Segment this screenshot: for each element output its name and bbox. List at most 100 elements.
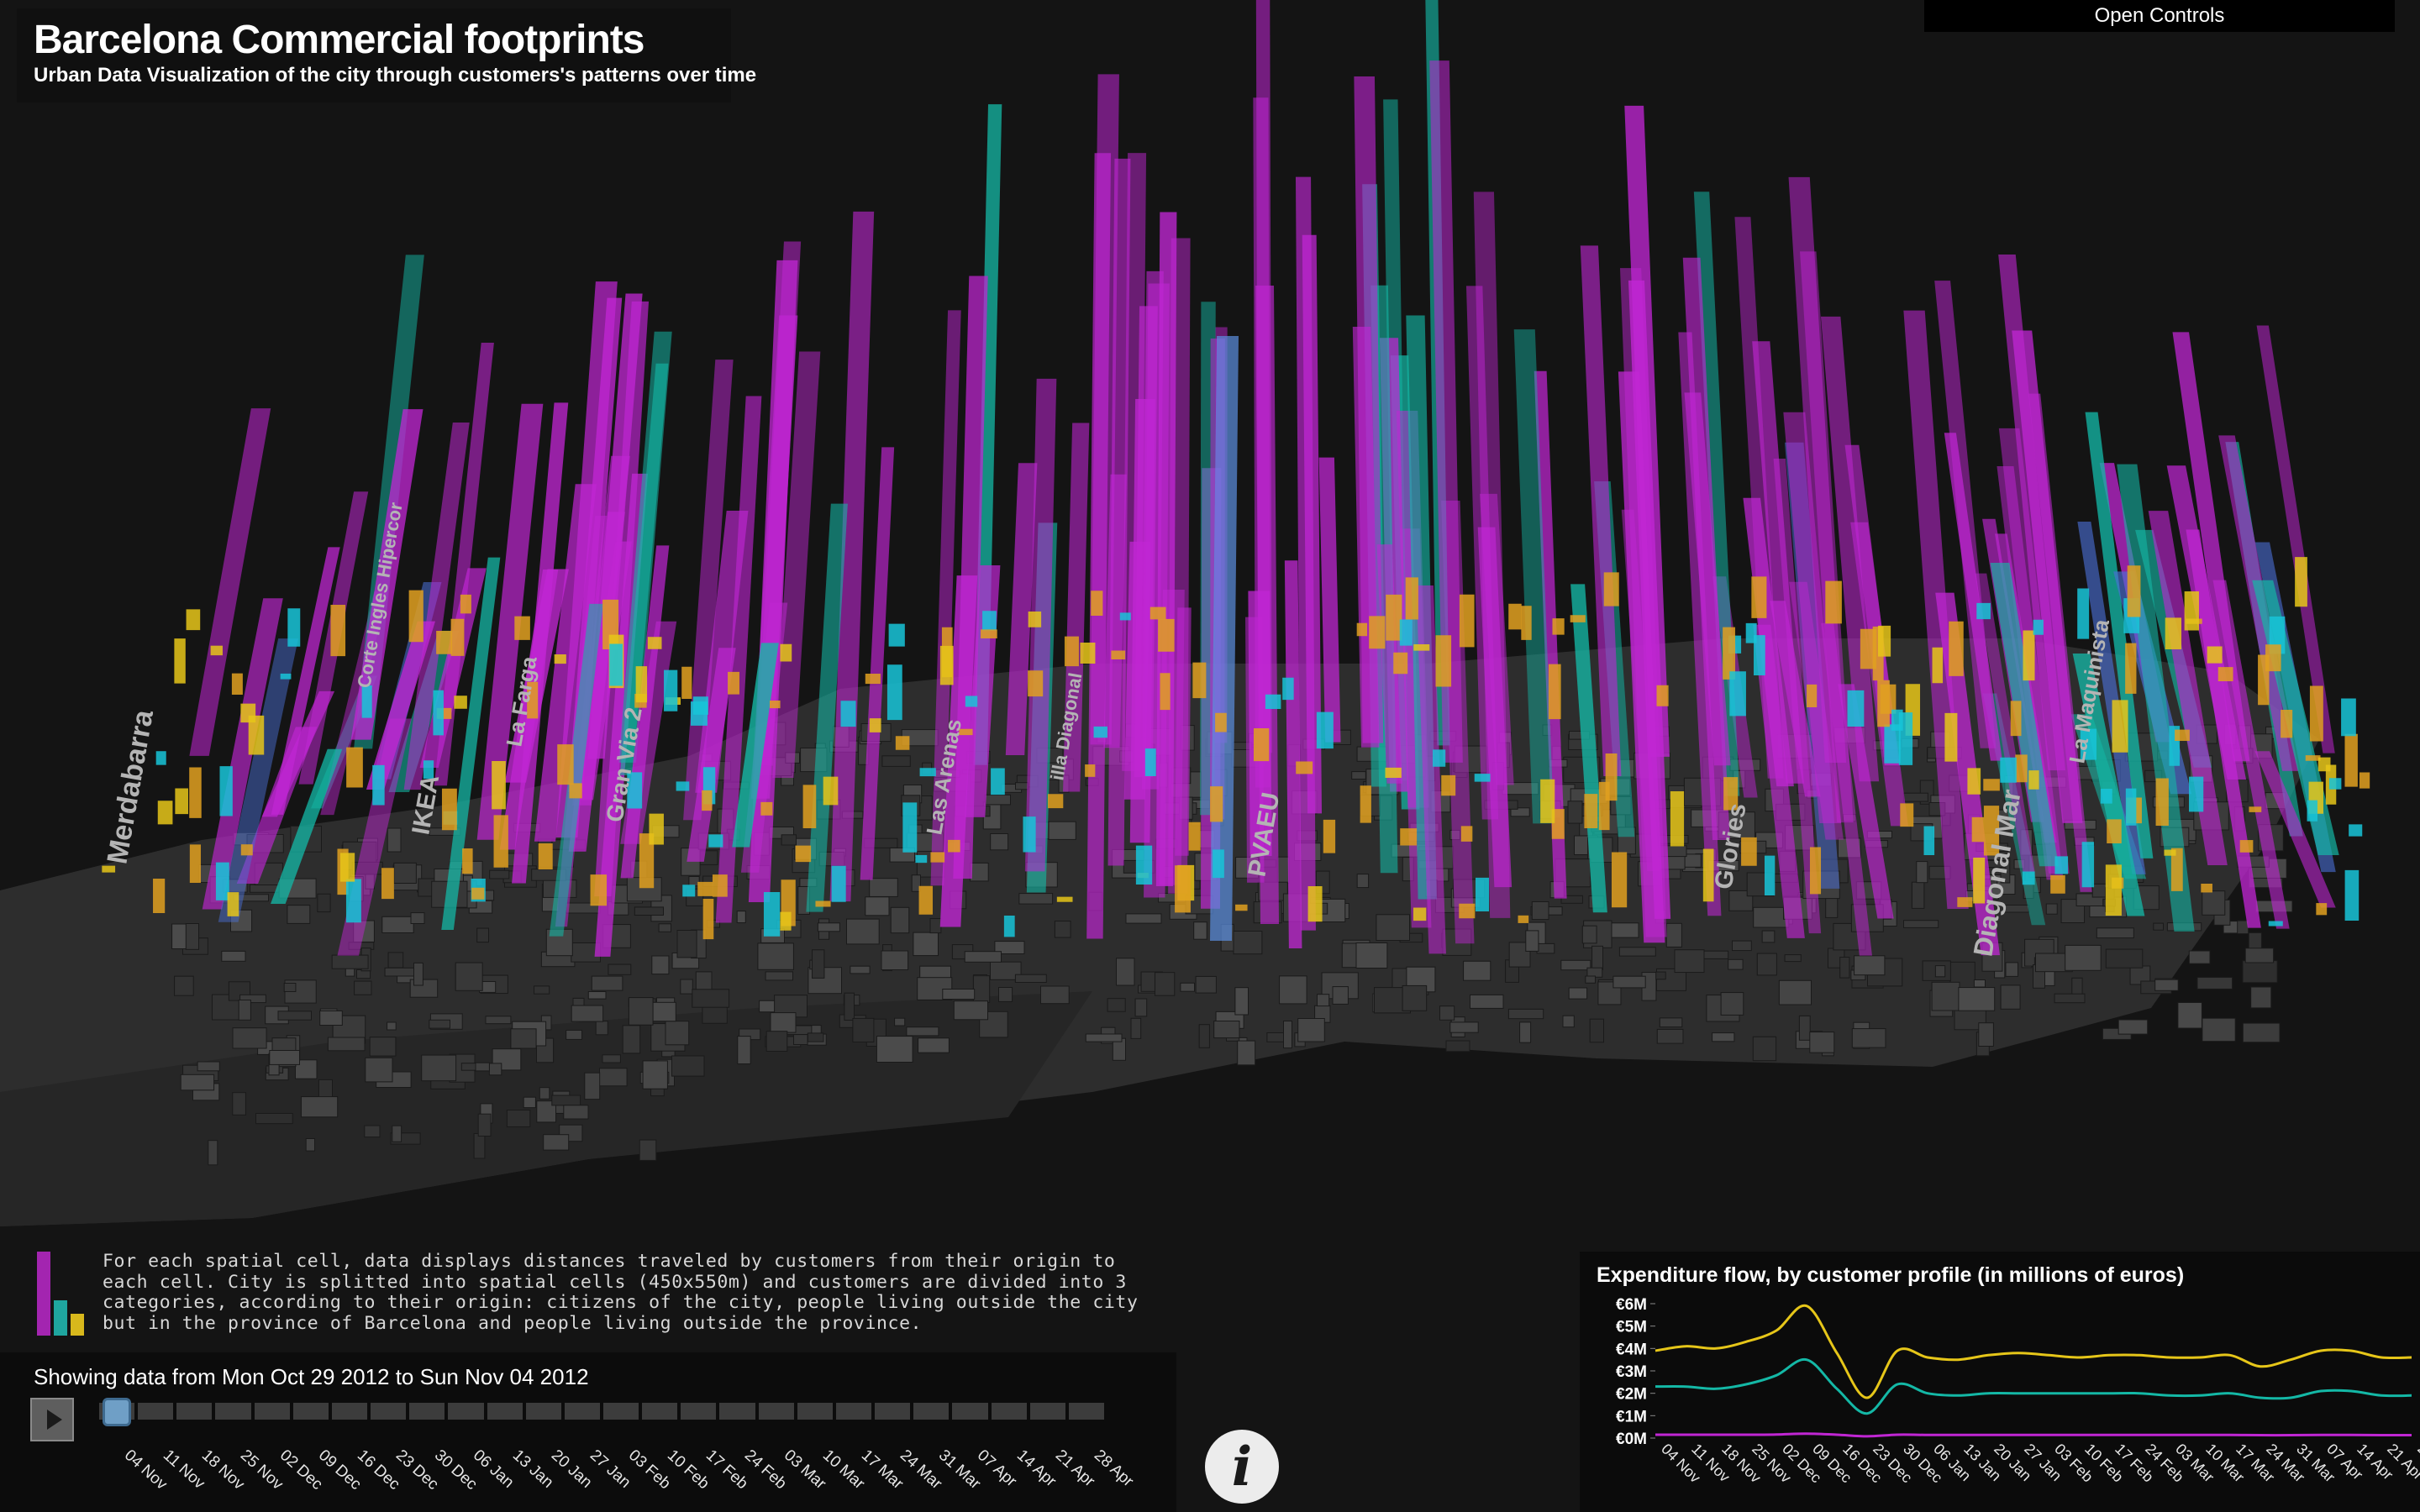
building-block [1674, 949, 1705, 974]
building-block [1125, 913, 1162, 924]
building-block [1903, 920, 1939, 928]
timeline-segment[interactable] [758, 1403, 794, 1420]
footprint-bar [1144, 748, 1156, 777]
footprint-bar [1605, 753, 1618, 801]
building-block [2153, 922, 2165, 931]
timeline-segment[interactable] [603, 1403, 639, 1420]
timeline-segment[interactable] [952, 1403, 988, 1420]
footprint-bar [441, 557, 501, 930]
building-block [2005, 962, 2018, 977]
building-block [2020, 829, 2033, 856]
building-block [1297, 1018, 1325, 1042]
footprint-bar [2344, 733, 2358, 787]
play-button[interactable] [30, 1398, 74, 1441]
building-block [197, 1061, 220, 1072]
page-subtitle: Urban Data Visualization of the city thr… [34, 64, 757, 87]
building-block [1463, 960, 1491, 981]
building-block [269, 1050, 300, 1065]
timeline-thumb[interactable] [103, 1398, 131, 1426]
footprint-bar [594, 301, 650, 897]
timeline-segment[interactable] [875, 1403, 911, 1420]
footprint-bar [1160, 673, 1171, 711]
footprint-bar [1611, 852, 1628, 908]
timeline-segment[interactable] [448, 1403, 484, 1420]
timeline-segment[interactable] [1029, 1403, 1065, 1420]
building-block [277, 1011, 312, 1021]
footprint-bar [2085, 412, 2154, 858]
timeline-segment[interactable] [487, 1403, 523, 1420]
building-block [1040, 985, 1070, 1005]
building-block [421, 1054, 457, 1082]
footprint-bar [1807, 684, 1818, 708]
building-block [221, 950, 246, 962]
timeline-segment[interactable] [719, 1403, 755, 1420]
timeline-segment[interactable] [409, 1403, 445, 1420]
footprint-bar [1175, 607, 1192, 856]
building-block [765, 971, 793, 981]
y-tick-label: €5M [1616, 1319, 1647, 1336]
building-block [1562, 1015, 1575, 1028]
timeline-segment[interactable] [564, 1403, 600, 1420]
footprint-bar [1734, 217, 1784, 779]
building-block [1198, 1024, 1210, 1048]
footprint-bar [772, 351, 821, 779]
timeline-segment[interactable] [681, 1403, 717, 1420]
footprint-bar [1764, 855, 1776, 895]
timeline-segment[interactable] [138, 1403, 174, 1420]
timeline-segment[interactable] [254, 1403, 290, 1420]
building-block [1279, 975, 1307, 1005]
timeline-segment[interactable] [913, 1403, 950, 1420]
timeline-range-text: Showing data from Mon Oct 29 2012 to Sun… [34, 1364, 589, 1389]
building-block [1355, 942, 1388, 969]
timeline-segment[interactable] [835, 1403, 872, 1420]
info-button[interactable]: i [1205, 1430, 1279, 1504]
open-controls-button[interactable]: Open Controls [1924, 0, 2395, 32]
building-block [180, 1074, 215, 1091]
footprint-bar [549, 603, 603, 937]
building-block [680, 979, 693, 995]
building-block [1402, 984, 1428, 1011]
timeline-segment[interactable] [371, 1403, 407, 1420]
timeline-segment[interactable] [292, 1403, 329, 1420]
footprint-bar [436, 630, 453, 654]
building-block [1778, 979, 1812, 1005]
timeline-segment[interactable] [176, 1403, 213, 1420]
footprint-bar [2125, 643, 2137, 694]
timeline-segment[interactable] [991, 1403, 1027, 1420]
timeline-segment[interactable] [797, 1403, 833, 1420]
footprint-bar [2023, 630, 2035, 681]
timeline-track[interactable] [99, 1403, 1107, 1420]
footprint-bar [1302, 234, 1323, 814]
footprint-bar [760, 801, 773, 816]
footprint-bar [1192, 662, 1207, 699]
building-block [1761, 930, 1776, 943]
timeline-segment[interactable] [642, 1403, 678, 1420]
timeline-segment[interactable] [525, 1403, 561, 1420]
timeline-segment[interactable] [215, 1403, 251, 1420]
footprint-bar [1521, 606, 1532, 640]
footprint-bar [1111, 650, 1126, 660]
footprint-bar [1783, 412, 1842, 823]
building-block [1356, 874, 1370, 889]
footprint-bar [2175, 729, 2190, 742]
footprint-bar [2015, 754, 2028, 783]
timeline-segment[interactable] [1068, 1403, 1104, 1420]
building-block [1130, 1017, 1142, 1039]
footprint-bar [492, 760, 506, 810]
footprint-bar [2307, 800, 2317, 822]
footprint-bar [361, 685, 372, 718]
footprint-bar [1983, 779, 2000, 791]
building-block [702, 1005, 728, 1024]
footprint-bar [423, 760, 434, 780]
building-block [476, 927, 490, 943]
footprint-bar [2317, 757, 2331, 772]
footprint-bar [2328, 778, 2342, 790]
footprint-bar [1080, 643, 1096, 664]
building-block [1406, 966, 1436, 993]
footprint-bar [1973, 857, 1986, 904]
timeline-segment[interactable] [331, 1403, 368, 1420]
building-block [1973, 979, 1986, 988]
building-block [2000, 857, 2011, 884]
building-block [1237, 1040, 1256, 1066]
